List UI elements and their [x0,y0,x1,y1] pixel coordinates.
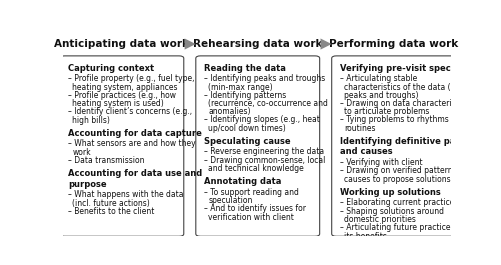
Text: – Elaborating current practice: – Elaborating current practice [340,198,454,207]
Text: – Articulating stable: – Articulating stable [340,74,417,83]
Text: verification with client: verification with client [208,213,294,222]
Text: – Profile property (e.g., fuel type,: – Profile property (e.g., fuel type, [69,74,195,83]
Text: – Drawing on data characteristics: – Drawing on data characteristics [340,99,469,108]
Text: – Drawing common-sense, local: – Drawing common-sense, local [204,156,326,165]
Text: domestic priorities: domestic priorities [344,215,416,224]
Text: Verifying pre-visit speculations: Verifying pre-visit speculations [340,64,489,73]
Text: Accounting for data capture: Accounting for data capture [69,129,202,138]
FancyBboxPatch shape [196,56,320,236]
Text: – Tying problems to rhythms and: – Tying problems to rhythms and [340,116,466,125]
Text: Annotating data: Annotating data [204,178,282,187]
Text: – What happens with the data: – What happens with the data [69,190,184,199]
Text: Anticipating data work: Anticipating data work [54,39,189,49]
Text: Working up solutions: Working up solutions [340,188,441,197]
Text: heating system is used): heating system is used) [72,99,164,108]
FancyBboxPatch shape [60,56,184,236]
Text: peaks and troughs): peaks and troughs) [344,91,419,100]
Text: its benefits: its benefits [344,232,387,241]
Text: and causes: and causes [340,147,393,156]
Text: – Verifying with client: – Verifying with client [340,158,423,167]
Text: high bills): high bills) [72,116,110,125]
Text: – Benefits to the client: – Benefits to the client [69,207,155,216]
Text: – Identifying patterns: – Identifying patterns [204,91,287,100]
Text: purpose: purpose [69,180,107,189]
Text: to articulate problems: to articulate problems [344,107,429,116]
Text: – Identifying slopes (e.g., heat: – Identifying slopes (e.g., heat [204,116,320,125]
Text: – Profile practices (e.g., how: – Profile practices (e.g., how [69,91,176,100]
Text: (min-max range): (min-max range) [208,83,273,92]
Text: – Shaping solutions around: – Shaping solutions around [340,207,444,216]
FancyBboxPatch shape [332,56,455,236]
Text: Accounting for data use and: Accounting for data use and [69,169,203,178]
Text: Identifying definitive patterns: Identifying definitive patterns [340,137,485,146]
Text: Rehearsing data work: Rehearsing data work [193,39,323,49]
Text: – To support reading and: – To support reading and [204,188,299,197]
Text: Reading the data: Reading the data [204,64,286,73]
Text: – Identify client’s concerns (e.g.,: – Identify client’s concerns (e.g., [69,107,192,116]
Text: Performing data work: Performing data work [329,39,458,49]
Text: – And to identify issues for: – And to identify issues for [204,204,306,213]
Text: – Identifying peaks and troughs: – Identifying peaks and troughs [204,74,326,83]
Text: and technical knowledge: and technical knowledge [208,164,304,173]
Text: – Articulating future practice and: – Articulating future practice and [340,223,467,232]
Text: heating system, appliances: heating system, appliances [72,83,178,92]
Text: work: work [72,148,91,157]
Text: Speculating cause: Speculating cause [204,137,291,146]
Text: characteristics of the data (e.g.: characteristics of the data (e.g. [344,83,465,92]
Text: Capturing context: Capturing context [69,64,155,73]
Text: causes to propose solutions: causes to propose solutions [344,175,451,184]
Text: up/cool down times): up/cool down times) [208,124,286,133]
Text: routines: routines [344,124,376,133]
Text: – Drawing on verified patterns and: – Drawing on verified patterns and [340,166,474,175]
Text: (recurrence, co-occurrence and: (recurrence, co-occurrence and [208,99,328,108]
Text: anomalies): anomalies) [208,107,250,116]
Text: – Data transmission: – Data transmission [69,156,145,165]
Text: – Reverse engineering the data: – Reverse engineering the data [204,147,325,156]
Text: speculation: speculation [208,196,253,205]
Text: (incl. future actions): (incl. future actions) [72,198,150,207]
Text: – What sensors are and how they: – What sensors are and how they [69,139,196,148]
